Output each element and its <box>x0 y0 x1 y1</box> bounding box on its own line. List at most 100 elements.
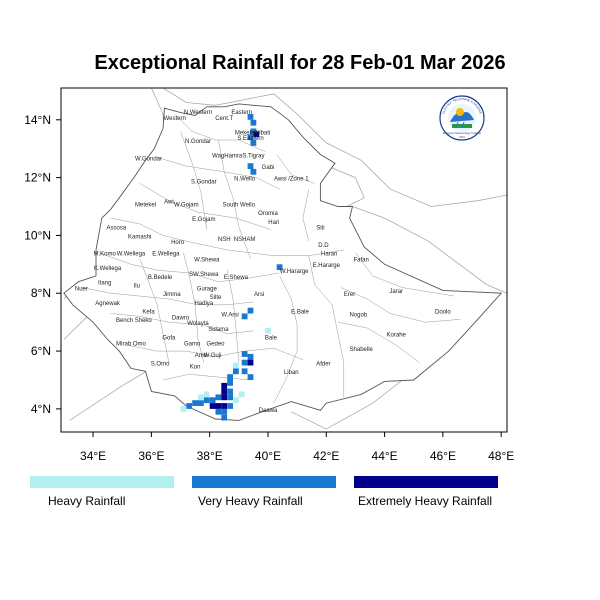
rain-cell-extremely-heavy <box>247 359 254 366</box>
rainfall-cells <box>180 114 283 421</box>
rain-cell-heavy <box>238 391 245 398</box>
region-label: NSH <box>218 237 231 243</box>
region-label: Kamashi <box>128 234 151 240</box>
rain-cell-extremely-heavy <box>215 403 222 409</box>
logo-year: 1951 <box>459 135 465 139</box>
region-label: K.Wellega <box>94 266 122 272</box>
region-label: Hadiya <box>194 301 213 307</box>
legend-swatch-extremely-heavy <box>354 476 498 488</box>
region-label: Jimma <box>163 292 181 298</box>
rain-cell-very-heavy <box>250 119 257 126</box>
rain-cell-extremely-heavy <box>209 403 216 409</box>
rain-cell-extremely-heavy <box>221 382 228 389</box>
x-tick-label: 46°E <box>430 449 456 463</box>
x-tick-label: 42°E <box>313 449 339 463</box>
region-label: Itang <box>98 281 111 287</box>
legend-label-heavy: Heavy Rainfall <box>48 494 126 508</box>
rain-cell-extremely-heavy <box>221 403 228 409</box>
region-label: N.Wello <box>234 177 256 183</box>
region-label: W.Gondar <box>135 156 162 162</box>
region-label: Assosa <box>107 226 127 232</box>
region-label: Siti <box>316 226 324 232</box>
rain-cell-very-heavy <box>250 140 257 146</box>
region-label: Fafan <box>354 257 369 263</box>
region-label: Gofa <box>162 336 176 342</box>
land-icon <box>452 124 472 128</box>
region-label: B.Bedele <box>148 275 173 281</box>
region-label: Kefa <box>142 310 155 316</box>
region-label: Bale <box>265 336 278 342</box>
region-label: Cent.T <box>215 116 233 122</box>
rain-cell-very-heavy <box>186 403 193 409</box>
region-label: S.Tigray <box>242 153 264 159</box>
region-label: Kon <box>190 364 201 370</box>
rain-cell-heavy <box>265 327 271 334</box>
rain-cell-very-heavy <box>241 351 248 357</box>
region-label: NSHAM <box>234 237 256 243</box>
region-label: Eastern <box>231 110 252 116</box>
region-label: W.Guji <box>204 353 222 359</box>
rain-cell-heavy <box>180 406 187 412</box>
region-label: E.Hararge <box>313 263 341 269</box>
logo-text-bottom: Ethiopian Meteorology Institute <box>443 131 482 135</box>
y-tick-label: 8°N <box>31 286 51 300</box>
region-label: Afder <box>316 362 330 368</box>
y-axis: 4°N 6°N 8°N 10°N 12°N 14°N <box>24 113 61 416</box>
region-label: Gamo <box>184 341 201 347</box>
region-label: Shabelle <box>350 347 374 353</box>
region-label: W.Wellega <box>117 252 146 258</box>
region-label: Liban <box>284 370 299 376</box>
rain-cell-very-heavy <box>227 380 233 386</box>
rain-cell-very-heavy <box>227 394 233 401</box>
region-label: W.Shewa <box>194 257 220 263</box>
rain-cell-very-heavy <box>198 400 204 406</box>
region-label: Silte <box>210 295 222 301</box>
region-label: Ilu <box>134 284 140 290</box>
region-label: S.Omo <box>151 362 170 368</box>
region-label: WagHamra <box>212 153 243 159</box>
region-label: South Wello <box>223 203 256 209</box>
plot-frame <box>60 87 508 433</box>
rain-cell-very-heavy <box>192 400 198 406</box>
rain-cell-very-heavy <box>209 397 216 404</box>
x-tick-label: 44°E <box>372 449 398 463</box>
region-label: Jarar <box>389 289 403 295</box>
rain-cell-extremely-heavy <box>221 388 228 395</box>
rain-cell-very-heavy <box>203 397 210 404</box>
rain-cell-very-heavy <box>247 163 254 169</box>
region-label: Doolo <box>435 310 451 316</box>
x-tick-label: 34°E <box>80 449 106 463</box>
region-label: W.Arsi <box>221 312 238 318</box>
y-tick-label: 10°N <box>24 228 51 242</box>
region-label: S.Eastern <box>237 136 263 142</box>
region-label: Gurage <box>197 286 218 292</box>
rain-cell-heavy <box>198 394 204 401</box>
ethiopia-outline <box>63 103 503 421</box>
region-label: Metekel <box>135 203 156 209</box>
legend-swatch-heavy <box>30 476 174 488</box>
region-label: Hari <box>268 220 279 226</box>
region-label: D.D <box>318 243 329 249</box>
y-tick-label: 4°N <box>31 402 51 416</box>
x-tick-label: 48°E <box>488 449 514 463</box>
region-label: Amo <box>195 353 208 359</box>
y-tick-label: 14°N <box>24 113 51 127</box>
region-label: M.Komo <box>94 252 117 258</box>
rain-cell-heavy <box>233 362 239 369</box>
rain-cell-very-heavy <box>241 368 248 375</box>
map-title: Exceptional Rainfall for 28 Feb-01 Mar 2… <box>94 52 506 74</box>
x-tick-label: 36°E <box>138 449 164 463</box>
region-label: Nogob <box>349 312 367 318</box>
rain-cell-heavy <box>233 397 239 404</box>
emi-logo: የኢትዮጵያ ሚቲዎሮሎጂ ኢንስቲትዩት Ethiopian Meteorol… <box>439 95 485 141</box>
region-label: Sidama <box>208 327 229 333</box>
x-tick-label: 38°E <box>197 449 223 463</box>
rain-cell-very-heavy <box>221 408 228 415</box>
region-label: Awi <box>164 200 174 206</box>
rain-cell-heavy <box>203 391 210 398</box>
region-label: Horo <box>171 240 185 246</box>
region-label: Arsi <box>254 292 264 298</box>
rain-cell-very-heavy <box>233 368 239 375</box>
